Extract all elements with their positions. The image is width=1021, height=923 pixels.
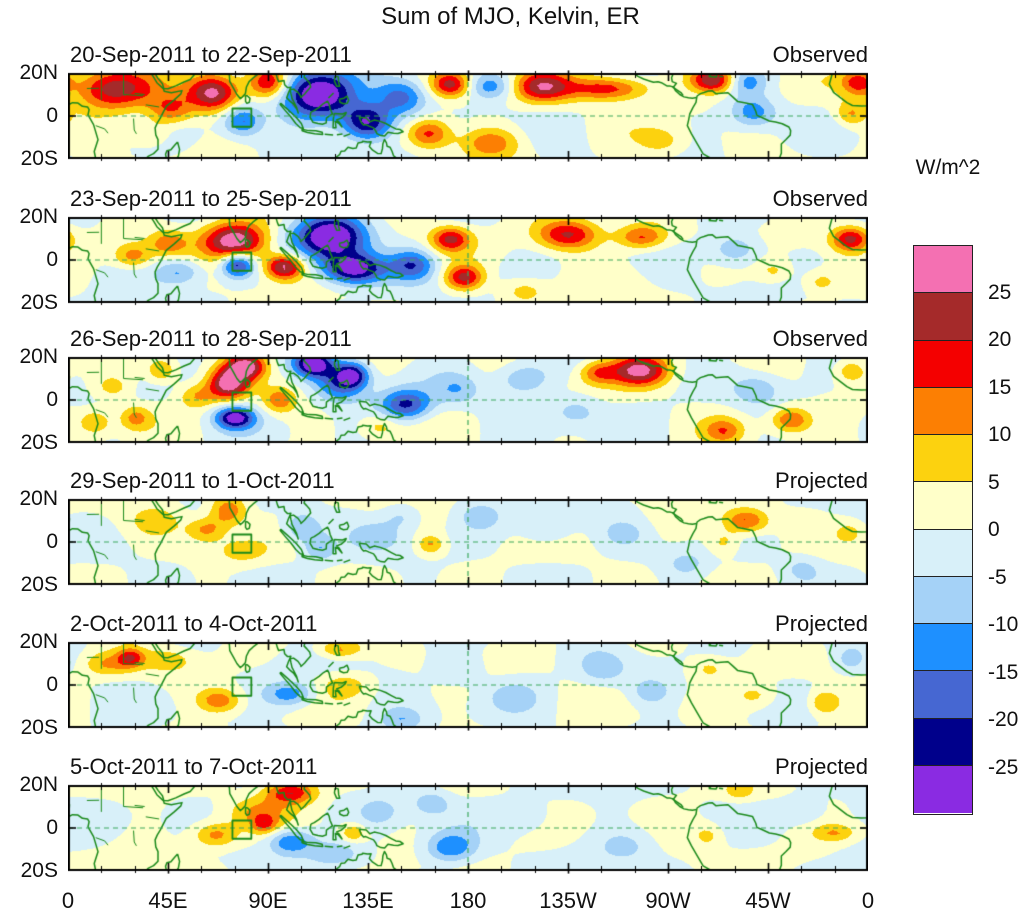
y-axis-label-20s: 20S xyxy=(20,291,58,314)
map-canvas-5 xyxy=(68,639,868,731)
colorbar-cell xyxy=(914,435,972,483)
colorbar-tick-label: -5 xyxy=(988,565,1007,589)
panel-3: 20N 0 20S 26-Sep-2011 to 28-Sep-2011 Obs… xyxy=(0,326,1021,454)
y-axis-label-20s: 20S xyxy=(20,573,58,596)
y-axis-label-0: 0 xyxy=(46,104,58,127)
x-axis-tick-label: 90W xyxy=(645,888,691,913)
y-axis-label-20s: 20S xyxy=(20,716,58,739)
panel-type-label: Observed xyxy=(772,326,868,351)
panel-date-label: 2-Oct-2011 to 4-Oct-2011 xyxy=(70,611,318,636)
colorbar-cell xyxy=(914,293,972,341)
figure-title: Sum of MJO, Kelvin, ER xyxy=(381,3,640,30)
panel-6: 20N 0 20S 5-Oct-2011 to 7-Oct-2011 Proje… xyxy=(0,754,1021,882)
panel-4: 20N 0 20S 29-Sep-2011 to 1-Oct-2011 Proj… xyxy=(0,468,1021,596)
y-axis-label-20n: 20N xyxy=(19,205,58,228)
colorbar-cell xyxy=(914,340,972,388)
panel-date-label: 26-Sep-2011 to 28-Sep-2011 xyxy=(70,326,352,351)
y-axis-label-20s: 20S xyxy=(20,859,58,882)
colorbar-cell xyxy=(914,482,972,530)
map-canvas-2 xyxy=(68,214,868,306)
colorbar-cell xyxy=(914,576,972,624)
y-axis-label-0: 0 xyxy=(46,388,58,411)
y-axis-label-20n: 20N xyxy=(19,487,58,510)
x-axis-tick-label: 90E xyxy=(248,888,288,913)
panel-type-label: Observed xyxy=(772,186,868,211)
panel-date-label: 29-Sep-2011 to 1-Oct-2011 xyxy=(70,468,335,493)
y-axis-label-20n: 20N xyxy=(19,630,58,653)
colorbar xyxy=(913,245,973,815)
map-canvas-3 xyxy=(68,354,868,446)
colorbar-cell xyxy=(914,765,972,813)
colorbar-cell xyxy=(914,387,972,435)
x-axis-tick-label: 0 xyxy=(861,888,875,913)
panel-type-label: Observed xyxy=(772,42,868,67)
colorbar-tick-label: -15 xyxy=(988,660,1019,684)
colorbar-tick-label: -20 xyxy=(988,708,1019,731)
y-axis-label-0: 0 xyxy=(46,816,58,839)
y-axis-label-20s: 20S xyxy=(20,147,58,170)
y-axis-label-0: 0 xyxy=(46,248,58,271)
x-axis-tick-label: 135E xyxy=(342,888,394,913)
x-axis-tick-label: 135W xyxy=(539,888,597,913)
map-canvas-6 xyxy=(68,782,868,874)
y-axis-label-20n: 20N xyxy=(19,61,58,84)
map-canvas-1 xyxy=(68,70,868,162)
panel-type-label: Projected xyxy=(775,754,868,779)
x-axis-tick-label: 45E xyxy=(148,888,188,913)
panel-2: 20N 0 20S 23-Sep-2011 to 25-Sep-2011 Obs… xyxy=(0,186,1021,314)
colorbar-tick-label: 25 xyxy=(988,280,1012,304)
colorbar-unit-label: W/m^2 xyxy=(915,156,981,179)
colorbar-cell xyxy=(914,246,972,294)
colorbar-tick-label: 10 xyxy=(988,423,1012,446)
panel-date-label: 5-Oct-2011 to 7-Oct-2011 xyxy=(70,754,318,779)
colorbar-cell xyxy=(914,671,972,719)
x-axis-tick-label: 45W xyxy=(745,888,791,913)
colorbar-tick-label: -10 xyxy=(988,613,1019,636)
y-axis-label-20n: 20N xyxy=(19,345,58,368)
colorbar-tick-label: 20 xyxy=(988,328,1012,351)
panel-5: 20N 0 20S 2-Oct-2011 to 4-Oct-2011 Proje… xyxy=(0,611,1021,739)
y-axis-label-0: 0 xyxy=(46,673,58,696)
x-axis-tick-label: 180 xyxy=(449,888,487,913)
map-canvas-4 xyxy=(68,496,868,588)
colorbar-cell xyxy=(914,529,972,577)
colorbar-tick-label: 15 xyxy=(988,375,1012,399)
colorbar-tick-label: 0 xyxy=(988,518,1000,541)
x-axis-tick-label: 0 xyxy=(61,888,75,913)
colorbar-tick-label: 5 xyxy=(988,470,1000,494)
panel-type-label: Projected xyxy=(775,611,868,636)
colorbar-cell xyxy=(914,718,972,766)
y-axis-label-20n: 20N xyxy=(19,773,58,796)
colorbar-cell xyxy=(914,624,972,672)
panel-date-label: 23-Sep-2011 to 25-Sep-2011 xyxy=(70,186,352,211)
panel-1: 20N 0 20S 20-Sep-2011 to 22-Sep-2011 Obs… xyxy=(0,42,1021,170)
y-axis-label-20s: 20S xyxy=(20,431,58,454)
colorbar-tick-label: -25 xyxy=(988,755,1019,779)
y-axis-label-0: 0 xyxy=(46,530,58,553)
panel-type-label: Projected xyxy=(775,468,868,493)
panel-date-label: 20-Sep-2011 to 22-Sep-2011 xyxy=(70,42,352,67)
